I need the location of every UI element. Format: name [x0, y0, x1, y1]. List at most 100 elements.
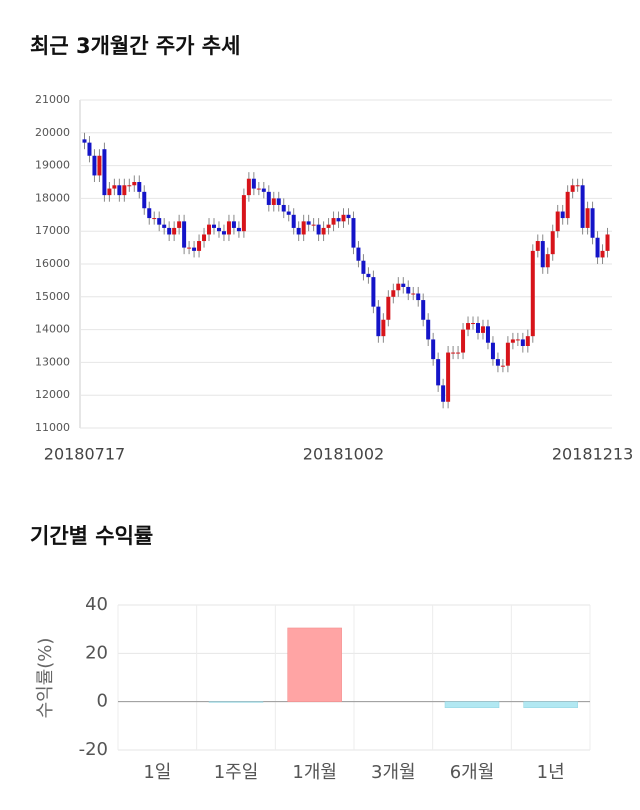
- y-tick-label: 11000: [35, 421, 70, 434]
- candle-body: [495, 359, 500, 366]
- x-tick-label: 1일: [143, 762, 171, 783]
- candle-body: [147, 208, 152, 219]
- candle-body: [505, 342, 510, 366]
- x-tick-label: 20180717: [44, 445, 125, 464]
- candle-body: [590, 208, 595, 238]
- y-tick-label: 14000: [35, 323, 70, 336]
- candle-body: [241, 195, 246, 232]
- candle-body: [461, 329, 466, 353]
- y-tick-label: 17000: [35, 224, 70, 237]
- candle-body: [396, 283, 401, 291]
- bar: [444, 701, 500, 708]
- x-tick-label: 3개월: [371, 762, 416, 783]
- candle-body: [560, 211, 565, 219]
- candle-body: [291, 214, 296, 228]
- candle-body: [426, 319, 431, 340]
- candle-body: [371, 277, 376, 307]
- candle-body: [251, 178, 256, 189]
- candle-body: [361, 260, 366, 274]
- bar: [208, 701, 264, 703]
- candle-body: [236, 227, 241, 232]
- candle-body: [401, 283, 406, 287]
- candle-body: [296, 227, 301, 235]
- candle-body: [555, 211, 560, 232]
- candle-body: [351, 218, 356, 248]
- candle-body: [197, 241, 202, 251]
- candle-body: [411, 293, 416, 295]
- candle-body: [580, 185, 585, 228]
- candle-body: [107, 188, 112, 196]
- candle-body: [177, 221, 182, 228]
- candle-body: [162, 224, 167, 228]
- candle-body: [406, 286, 411, 294]
- candle-body: [515, 339, 520, 341]
- candle-body: [570, 185, 575, 192]
- candle-body: [416, 293, 421, 301]
- y-tick-label: -20: [79, 739, 108, 760]
- candle-body: [485, 326, 490, 343]
- candle-body: [261, 188, 266, 192]
- candle-body: [142, 191, 147, 209]
- candle-body: [311, 224, 316, 226]
- candle-body: [266, 191, 271, 205]
- candle-body: [187, 247, 192, 249]
- y-tick-label: 16000: [35, 257, 70, 270]
- y-tick-label: 20: [85, 642, 108, 663]
- candle-body: [301, 221, 306, 235]
- candle-body: [271, 198, 276, 205]
- candle-body: [122, 185, 127, 196]
- candle-body: [490, 342, 495, 360]
- candle-body: [231, 221, 236, 228]
- candle-body: [127, 185, 132, 187]
- y-tick-label: 13000: [35, 355, 70, 368]
- candle-body: [117, 185, 122, 196]
- x-tick-label: 1년: [537, 762, 565, 783]
- candle-body: [471, 323, 476, 325]
- candle-body: [326, 224, 331, 228]
- candle-body: [376, 306, 381, 337]
- candle-body: [306, 221, 311, 225]
- y-tick-label: 18000: [35, 191, 70, 204]
- candle-body: [321, 227, 326, 235]
- y-tick-label: 0: [97, 691, 108, 712]
- candle-body: [346, 214, 351, 219]
- candle-body: [545, 254, 550, 268]
- candle-body: [137, 182, 142, 192]
- candle-body: [167, 227, 172, 235]
- candle-body: [202, 234, 207, 242]
- candle-body: [216, 227, 221, 232]
- candle-body: [451, 352, 456, 354]
- candle-body: [386, 296, 391, 320]
- candle-body: [605, 234, 610, 251]
- y-tick-label: 20000: [35, 126, 70, 139]
- candle-body: [182, 221, 187, 248]
- candle-body: [212, 224, 216, 228]
- x-tick-label: 20181002: [303, 445, 384, 464]
- candle-body: [341, 214, 346, 222]
- chart-title: 최근 3개월간 주가 추세: [30, 34, 240, 58]
- y-tick-label: 40: [85, 594, 108, 615]
- candle-body: [172, 227, 177, 235]
- candle-body: [530, 250, 535, 337]
- candle-body: [525, 336, 530, 346]
- candle-body: [535, 241, 540, 251]
- candle-body: [381, 319, 386, 337]
- candle-body: [132, 182, 137, 186]
- x-tick-label: 1개월: [292, 762, 337, 783]
- candle-body: [112, 185, 117, 189]
- candle-body: [192, 247, 197, 251]
- candle-body: [520, 339, 525, 346]
- candle-body: [157, 218, 162, 225]
- candle-body: [102, 149, 107, 196]
- candle-body: [595, 237, 600, 258]
- candle-body: [500, 365, 505, 367]
- candle-body: [276, 198, 281, 205]
- y-tick-label: 15000: [35, 290, 70, 303]
- candle-body: [356, 247, 361, 261]
- y-axis-label: 수익률(%): [35, 638, 56, 719]
- candle-body: [221, 231, 226, 235]
- candle-body: [565, 191, 570, 219]
- candle-body: [510, 339, 515, 343]
- chart-title: 기간별 수익률: [30, 524, 153, 548]
